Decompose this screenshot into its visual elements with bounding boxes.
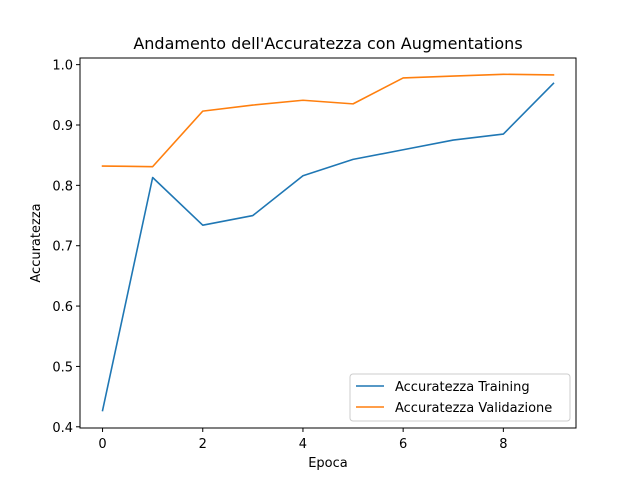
x-tick-label: 8: [499, 437, 507, 452]
plot-area: [101, 73, 555, 412]
x-axis-label: Epoca: [308, 456, 348, 471]
x-tick-label: 2: [199, 437, 207, 452]
y-tick-label: 0.5: [52, 360, 73, 375]
y-axis-label: Accuratezza: [29, 203, 44, 282]
legend-box: [349, 373, 571, 422]
x-tick-label: 0: [98, 437, 106, 452]
y-tick-label: 0.9: [52, 119, 73, 134]
plot-frame: [79, 57, 577, 429]
legend-label: Accuratezza Validazione: [395, 401, 552, 416]
x-axis: 0 2 4 6 8: [98, 428, 507, 452]
y-tick-label: 0.8: [52, 179, 73, 194]
chart-title: Andamento dell'Accuratezza con Augmentat…: [133, 34, 522, 53]
y-axis: 0.4 0.5 0.6 0.7 0.8 0.9 1.0: [52, 59, 80, 436]
y-tick-label: 0.7: [52, 240, 73, 255]
x-tick-label: 4: [299, 437, 307, 452]
legend: Accuratezza Training Accuratezza Validazi…: [349, 373, 571, 422]
y-tick-label: 0.6: [52, 300, 73, 315]
series-line-training: [101, 82, 555, 412]
y-tick-label: 0.4: [52, 421, 73, 436]
series-line-validazione: [101, 73, 555, 168]
legend-label: Accuratezza Training: [395, 380, 530, 395]
y-tick-label: 1.0: [52, 59, 73, 74]
x-tick-label: 6: [399, 437, 407, 452]
